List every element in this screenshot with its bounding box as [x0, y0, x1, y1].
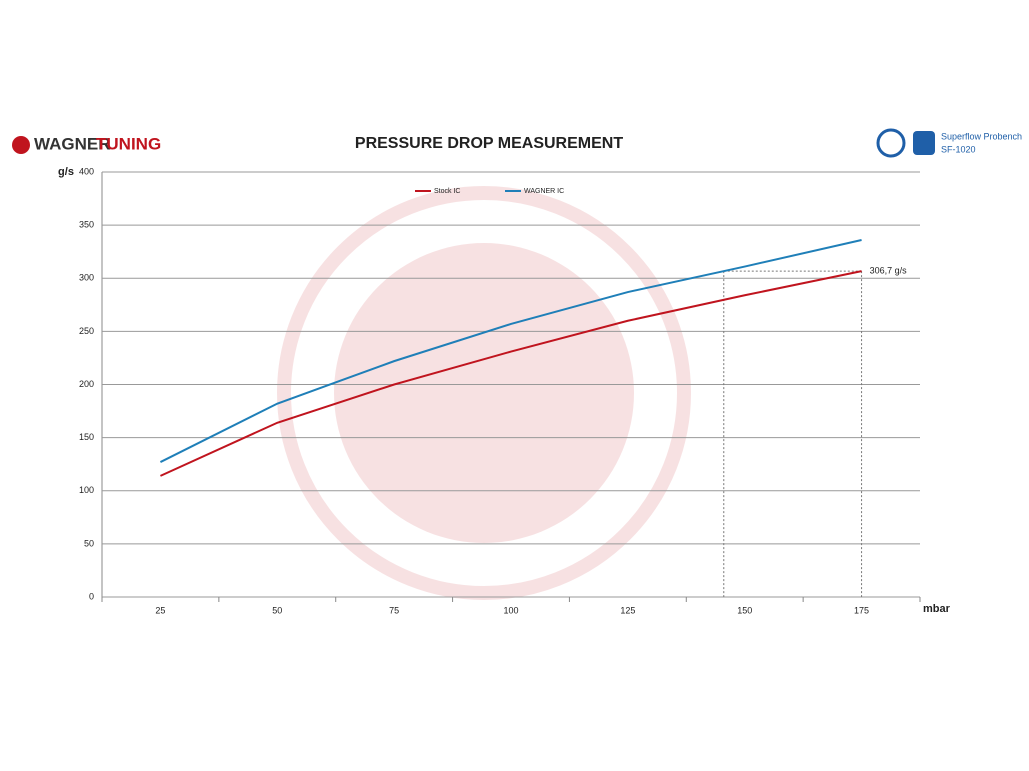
y-tick-label: 200 — [79, 379, 94, 389]
logo-text: WAGNER — [34, 134, 111, 153]
device-name: Superflow Probench — [941, 131, 1022, 141]
x-tick-label: 75 — [389, 605, 399, 615]
x-tick-label: 125 — [620, 605, 635, 615]
device-model: SF-1020 — [941, 144, 976, 154]
x-tick-label: 25 — [155, 605, 165, 615]
logo-text: TUNING — [96, 134, 161, 153]
legend-label: WAGNER IC — [524, 188, 564, 195]
x-tick-label: 50 — [272, 605, 282, 615]
y-tick-label: 0 — [89, 591, 94, 601]
y-tick-label: 250 — [79, 326, 94, 336]
series-line — [159, 239, 862, 463]
y-tick-label: 300 — [79, 273, 94, 283]
logo-left: WAGNER TUNING — [12, 134, 161, 154]
chart-title: PRESSURE DROP MEASUREMENT — [355, 135, 623, 152]
x-tick-label: 150 — [737, 605, 752, 615]
y-axis-label: g/s — [58, 166, 74, 178]
legend-label: Stock IC — [434, 188, 460, 195]
annotation-label: 306,7 g/s — [870, 266, 908, 276]
y-tick-label: 400 — [79, 166, 94, 176]
y-tick-label: 100 — [79, 485, 94, 495]
x-tick-label: 175 — [854, 605, 869, 615]
y-tick-label: 150 — [79, 432, 94, 442]
x-axis-label: mbar — [923, 603, 951, 615]
x-tick-label: 100 — [503, 605, 518, 615]
y-tick-label: 350 — [79, 220, 94, 230]
watermark — [277, 186, 691, 600]
logo-right: Superflow Probench SF-1020 — [876, 128, 1022, 158]
series-line — [160, 270, 862, 477]
y-tick-label: 50 — [84, 538, 94, 548]
